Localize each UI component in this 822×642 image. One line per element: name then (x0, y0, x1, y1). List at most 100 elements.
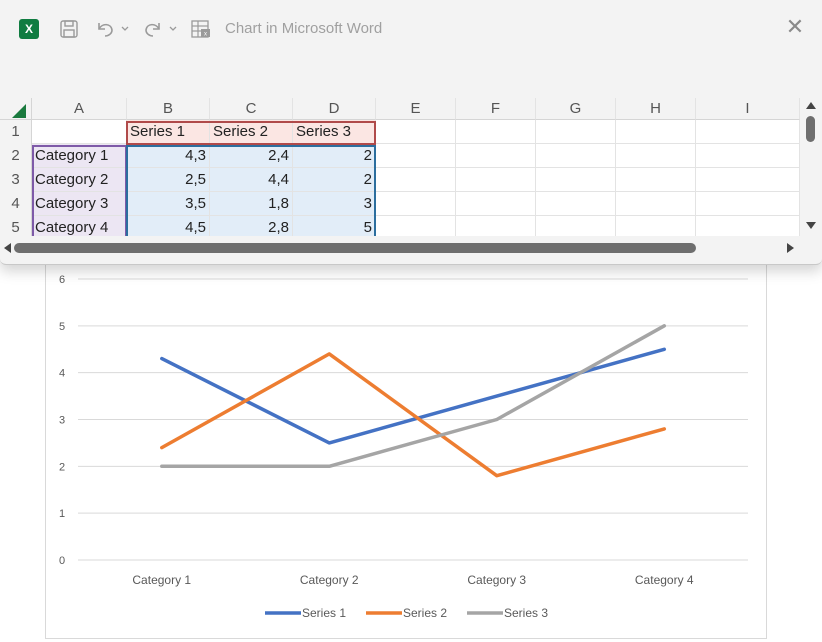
cell-h1[interactable] (616, 120, 696, 144)
title-bar: X (0, 0, 822, 58)
scroll-down-arrow-icon[interactable] (806, 222, 816, 229)
cell-e4[interactable] (376, 192, 456, 216)
cell-i3[interactable] (696, 168, 800, 192)
chevron-down-icon (169, 26, 177, 31)
row-header-5[interactable]: 5 (0, 216, 32, 236)
cell-g5[interactable] (536, 216, 616, 236)
legend-label-3: Series 3 (504, 606, 548, 620)
cell-g3[interactable] (536, 168, 616, 192)
scroll-up-arrow-icon[interactable] (806, 102, 816, 109)
cell-c4[interactable]: 1,8 (210, 192, 293, 216)
cell-i5[interactable] (696, 216, 800, 236)
cell-f5[interactable] (456, 216, 536, 236)
excel-icon-letter: X (19, 19, 39, 39)
cell-f2[interactable] (456, 144, 536, 168)
cell-c3[interactable]: 4,4 (210, 168, 293, 192)
row-header-3[interactable]: 3 (0, 168, 32, 192)
vertical-scrollbar[interactable] (800, 98, 822, 236)
legend-label-2: Series 2 (403, 606, 447, 620)
cell-c2[interactable]: 2,4 (210, 144, 293, 168)
x-tick-label-3: Category 3 (467, 573, 526, 587)
cell-g4[interactable] (536, 192, 616, 216)
scroll-right-arrow-icon[interactable] (787, 243, 794, 253)
cell-g1[interactable] (536, 120, 616, 144)
cell-e5[interactable] (376, 216, 456, 236)
column-header-h[interactable]: H (616, 98, 696, 120)
x-tick-label-4: Category 4 (635, 573, 694, 587)
cell-d1[interactable]: Series 3 (293, 120, 376, 144)
cell-i2[interactable] (696, 144, 800, 168)
cell-a1[interactable] (32, 120, 127, 144)
cell-a2[interactable]: Category 1 (32, 144, 127, 168)
cell-c5[interactable]: 2,8 (210, 216, 293, 236)
redo-icon[interactable] (140, 14, 166, 44)
column-header-e[interactable]: E (376, 98, 456, 120)
cell-b1[interactable]: Series 1 (127, 120, 210, 144)
horizontal-scroll-thumb[interactable] (14, 243, 696, 253)
cell-b3[interactable]: 2,5 (127, 168, 210, 192)
edit-data-in-excel-icon[interactable]: x (188, 14, 214, 44)
window-title: Chart in Microsoft Word (225, 20, 383, 37)
cell-e2[interactable] (376, 144, 456, 168)
column-header-f[interactable]: F (456, 98, 536, 120)
column-header-b[interactable]: B (127, 98, 210, 120)
cell-h3[interactable] (616, 168, 696, 192)
close-button[interactable]: ✕ (785, 14, 805, 39)
cell-d2[interactable]: 2 (293, 144, 376, 168)
cell-f4[interactable] (456, 192, 536, 216)
cell-f1[interactable] (456, 120, 536, 144)
cell-d4[interactable]: 3 (293, 192, 376, 216)
vertical-scroll-thumb[interactable] (806, 116, 815, 142)
cell-c1[interactable]: Series 2 (210, 120, 293, 144)
cell-i1[interactable] (696, 120, 800, 144)
series-line-1 (160, 347, 667, 445)
select-all-corner[interactable] (0, 98, 32, 120)
excel-icon: X (16, 14, 42, 44)
y-tick-label-2: 2 (59, 461, 65, 473)
chart-area[interactable]: 0 1 2 3 4 5 6 Category 1 Category 2 Category 3 Cat… (45, 262, 767, 639)
cell-a3[interactable]: Category 2 (32, 168, 127, 192)
cell-i4[interactable] (696, 192, 800, 216)
column-header-a[interactable]: A (32, 98, 127, 120)
cell-d5[interactable]: 5 (293, 216, 376, 236)
column-header-d[interactable]: D (293, 98, 376, 120)
scroll-left-arrow-icon[interactable] (4, 243, 11, 253)
legend-label-1: Series 1 (302, 606, 346, 620)
cell-h4[interactable] (616, 192, 696, 216)
row-header-1[interactable]: 1 (0, 120, 32, 144)
horizontal-scrollbar[interactable] (0, 238, 800, 258)
cell-f3[interactable] (456, 168, 536, 192)
cell-e3[interactable] (376, 168, 456, 192)
x-tick-label-1: Category 1 (132, 573, 191, 587)
cell-a5[interactable]: Category 4 (32, 216, 127, 236)
y-tick-label-3: 3 (59, 415, 65, 427)
cell-b2[interactable]: 4,3 (127, 144, 210, 168)
table-excel-icon: x (191, 20, 210, 38)
row-header-2[interactable]: 2 (0, 144, 32, 168)
cell-h5[interactable] (616, 216, 696, 236)
select-all-triangle-icon (12, 104, 26, 118)
redo-dropdown-chevron-icon[interactable] (166, 14, 180, 44)
cell-e1[interactable] (376, 120, 456, 144)
cell-b5[interactable]: 4,5 (127, 216, 210, 236)
column-header-g[interactable]: G (536, 98, 616, 120)
series-line-3 (160, 324, 667, 469)
cell-a4[interactable]: Category 3 (32, 192, 127, 216)
save-icon-glyph (60, 20, 78, 38)
line-chart: 0 1 2 3 4 5 6 Category 1 Category 2 Category 3 Cat… (59, 274, 748, 620)
cell-d3[interactable]: 2 (293, 168, 376, 192)
cell-h2[interactable] (616, 144, 696, 168)
save-icon[interactable] (56, 14, 82, 44)
chevron-down-icon (121, 26, 129, 31)
column-header-i[interactable]: I (696, 98, 800, 120)
undo-dropdown-chevron-icon[interactable] (118, 14, 132, 44)
undo-icon[interactable] (92, 14, 118, 44)
y-tick-label-0: 0 (59, 555, 65, 567)
cell-b4[interactable]: 3,5 (127, 192, 210, 216)
y-tick-label-5: 5 (59, 321, 65, 333)
row-header-4[interactable]: 4 (0, 192, 32, 216)
column-header-c[interactable]: C (210, 98, 293, 120)
cell-g2[interactable] (536, 144, 616, 168)
series-line-2 (160, 352, 667, 478)
spreadsheet-grid[interactable]: A B C D E F G H I 1 2 3 4 5 Series 1 Ser… (0, 98, 800, 236)
